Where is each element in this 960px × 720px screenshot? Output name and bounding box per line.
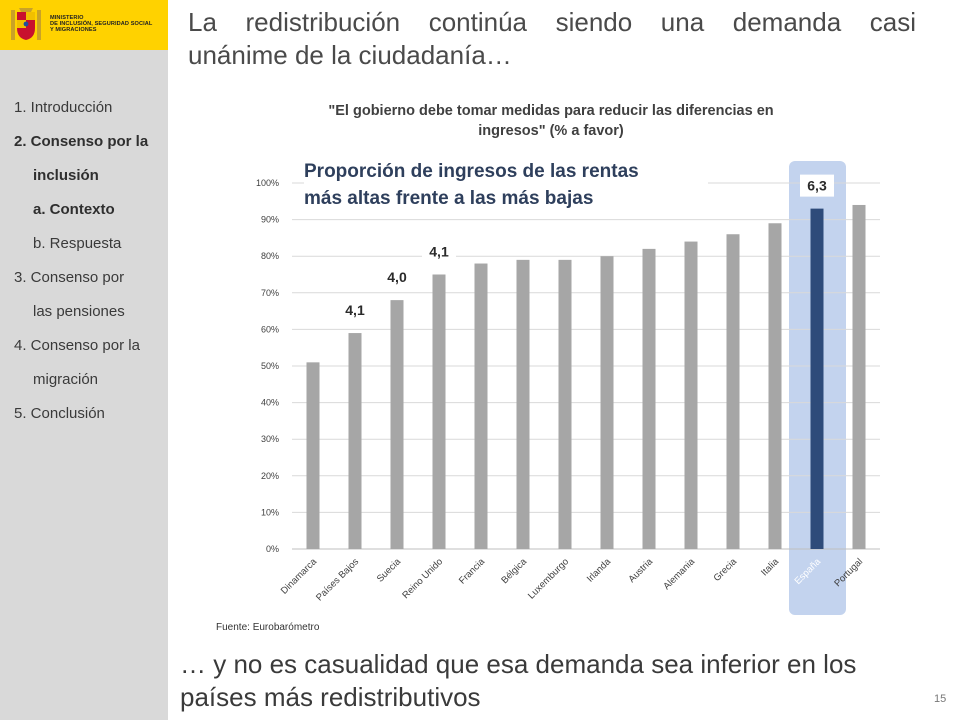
bar: [306, 362, 320, 549]
bar: [726, 234, 740, 550]
x-tick-label: Grecia: [712, 556, 740, 584]
x-tick-label: Luxemburgo: [526, 556, 571, 601]
ministry-logo: MINISTERIO DE INCLUSIÓN, SEGURIDAD SOCIA…: [0, 0, 168, 50]
x-tick-label: Austria: [626, 556, 655, 585]
y-tick-label: 100%: [256, 178, 279, 188]
bar: [474, 263, 488, 549]
sidebar-item[interactable]: b. Respuesta: [33, 235, 122, 252]
y-tick-label: 10%: [261, 507, 279, 517]
sidebar-item[interactable]: a. Contexto: [33, 201, 115, 218]
data-label-bg: [800, 174, 834, 197]
y-tick-label: 0%: [266, 544, 279, 554]
page-number: 15: [934, 693, 947, 705]
data-label: 4,1: [429, 244, 449, 260]
bar: [600, 256, 614, 549]
bar: [768, 223, 782, 549]
bar: [390, 300, 404, 549]
sidebar-item[interactable]: 4. Consenso por la: [14, 337, 140, 354]
x-tick-label: Dinamarca: [279, 556, 320, 597]
bar: [558, 259, 572, 549]
sidebar-item[interactable]: 5. Conclusión: [14, 405, 105, 422]
data-label-bg: [422, 240, 456, 263]
y-tick-label: 20%: [261, 471, 279, 481]
data-label-bg: [380, 266, 414, 289]
data-label: 4,1: [345, 302, 365, 318]
chart-title: "El gobierno debe tomar medidas para red…: [328, 103, 774, 139]
y-tick-label: 40%: [261, 398, 279, 408]
bar: [432, 274, 446, 549]
sidebar-item[interactable]: 1. Introducción: [14, 99, 113, 116]
sidebar: [0, 50, 168, 720]
x-tick-label: Irlanda: [585, 556, 614, 585]
bar: [810, 208, 824, 549]
x-tick-label: Bélgica: [499, 556, 529, 586]
x-tick-label: Países Bajos: [314, 556, 361, 603]
x-tick-label: Alemania: [661, 556, 697, 592]
sidebar-item[interactable]: inclusión: [33, 167, 99, 184]
sidebar-item[interactable]: migración: [33, 371, 99, 388]
sidebar-nav: 1. Introducción 2. Consenso por la inclusi…: [0, 94, 168, 434]
y-tick-label: 30%: [261, 434, 279, 444]
y-tick-label: 70%: [261, 288, 279, 298]
bar: [684, 241, 698, 549]
bar: [642, 248, 656, 549]
x-tick-label: Reino Unido: [400, 556, 445, 601]
slide-title: La redistribución continúa siendo una de…: [188, 7, 916, 70]
x-tick-label: Italia: [759, 556, 781, 578]
y-tick-label: 60%: [261, 324, 279, 334]
bar: [516, 259, 530, 549]
y-tick-label: 90%: [261, 215, 279, 225]
ratio-caption: Proporción de ingresos de las rentas más…: [304, 158, 708, 216]
sidebar-item[interactable]: 2. Consenso por la: [14, 133, 149, 150]
data-label-bg: [338, 299, 372, 322]
ministry-name: MINISTERIO DE INCLUSIÓN, SEGURIDAD SOCIA…: [50, 15, 153, 34]
source-note: Fuente: Eurobarómetro: [216, 622, 320, 633]
bar: [852, 204, 866, 549]
y-tick-label: 50%: [261, 361, 279, 371]
sidebar-item[interactable]: 3. Consenso por: [14, 269, 125, 286]
y-tick-label: 80%: [261, 251, 279, 261]
data-label: 4,0: [387, 269, 407, 285]
coat-of-arms-icon: [11, 8, 41, 40]
bar: [348, 333, 362, 549]
bottom-conclusion: … y no es casualidad que esa demanda sea…: [180, 649, 857, 712]
x-tick-label: Francia: [457, 556, 488, 587]
data-label: 6,3: [807, 178, 827, 194]
sidebar-item[interactable]: las pensiones: [33, 303, 125, 320]
x-tick-label: Suecia: [375, 556, 404, 585]
